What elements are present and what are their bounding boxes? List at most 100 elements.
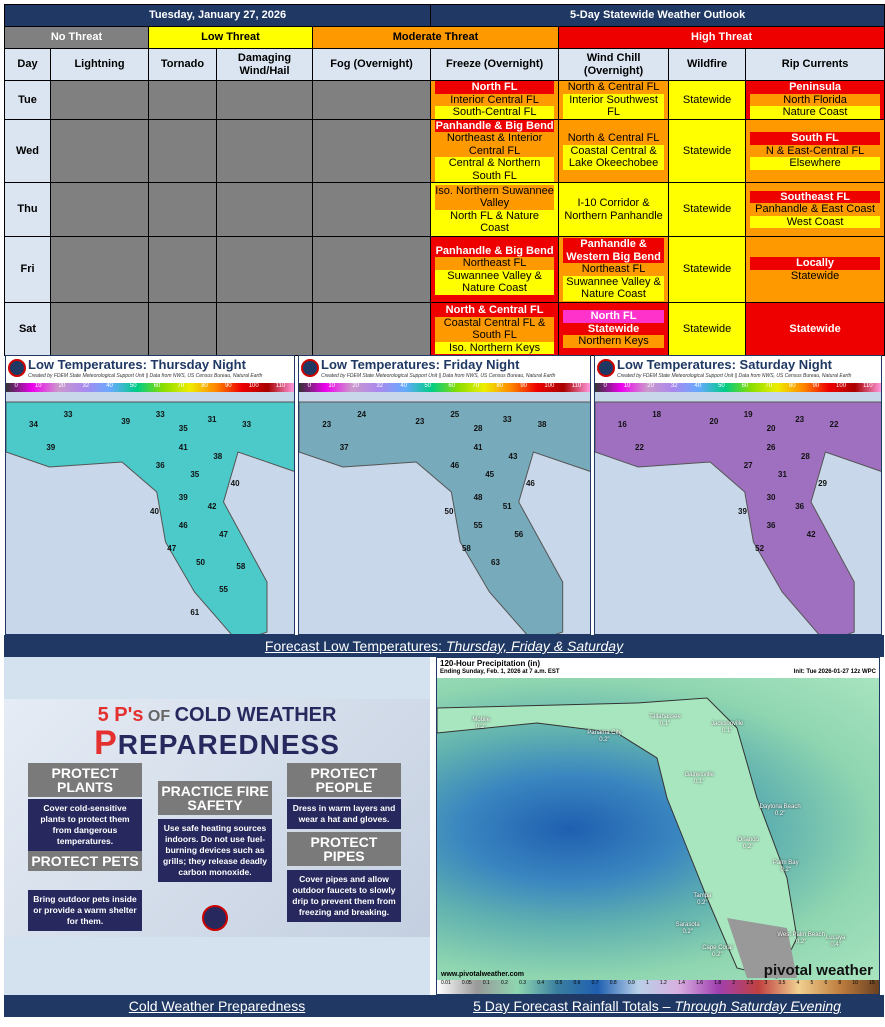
no-threat-cell [148,80,217,120]
scale-tick: 4 [796,980,800,986]
temp-label: 36 [795,502,805,512]
fdem-logo [301,359,319,377]
preparedness-infographic: 5 P's OF COLD WEATHER PREPAREDNESS PROTE… [4,699,430,937]
no-threat-cell [50,182,149,237]
table-row-sat: Sat North & Central FL Coastal Central FL … [4,302,885,356]
scale-tick: 0 [307,383,311,389]
threat-area: Northern Keys [563,335,665,348]
scale-tick: 6 [824,980,828,986]
scale-tick: 50 [424,383,431,389]
threat-cell: Statewide [668,118,747,183]
city-precip: Mobile 0.2" [472,717,490,731]
column-header: Day [4,48,51,81]
city-value: 0.2" [599,737,610,743]
protect-people-heading: PROTECT PEOPLE [287,763,401,797]
threat-area: North FL [563,310,665,323]
temp-label: 42 [207,502,217,512]
threat-area: Peninsula [750,81,881,94]
column-header: Wildfire [668,48,747,81]
temp-label: 34 [29,419,38,429]
day-cell: Wed [4,118,51,183]
scale-tick: 32 [82,383,90,389]
column-headers: Day Lightning Tornado Damaging Wind/Hail Fog… [4,48,885,81]
temperature-scale: 0 10 20 32 40 50 60 70 80 90 100 110 [6,383,294,392]
city-name: Tallahassee [649,714,681,721]
scale-tick: 1.6 [696,980,704,986]
city-precip: Sarasota 0.2" [676,922,700,936]
threat-cell: Statewide [668,236,747,303]
threat-area: Statewide [682,203,732,216]
scale-tick: 0.2 [500,980,508,986]
temp-label: 24 [357,410,367,420]
threat-area: South-Central FL [435,106,555,119]
temp-label: 38 [213,451,223,461]
threat-cell: Panhandle & Big Bend Northeast & Interior… [430,118,560,183]
threat-cell: Statewide [668,302,747,356]
threat-cell: North & Central FL Interior Southwest FL [558,80,670,120]
temp-label: 18 [652,410,662,420]
scale-tick: 8 [838,980,842,986]
threat-area: Statewide [563,322,665,336]
scale-tick: 0.6 [573,980,581,986]
legend-high-threat: High Threat [558,26,885,49]
no-threat-cell [216,182,313,237]
scale-tick: 0.5 [555,980,563,986]
temp-label: 31 [207,415,217,424]
temp-label: 51 [502,502,512,512]
city-name: Cape Coral [702,944,733,951]
threat-area: Nature Coast [750,106,881,119]
preparedness-caption: Cold Weather Preparedness [4,995,430,1017]
no-threat-cell [148,182,217,237]
no-threat-cell [50,236,149,303]
table-row-wed: Wed Panhandle & Big Bend Northeast & Inter… [4,118,885,183]
city-name: Lucaya [825,935,846,942]
fire-safety-text: Use safe heating sources indoors. Do not… [158,819,272,882]
protect-plants-text: Cover cold-sensitive plants to protect t… [28,799,142,851]
precipitation-map: 120-Hour Precipitation (in) Ending Sunda… [436,657,880,995]
protect-pipes-heading: PROTECT PIPES [287,832,401,866]
scale-tick: 1.8 [714,980,722,986]
temp-label: 47 [219,530,229,539]
city-value: 0.2" [774,811,786,818]
threat-area: Interior Central FL [435,93,555,106]
scale-tick: 0 [14,383,18,389]
threat-cell: I-10 Corridor & Northern Panhandle [558,182,670,237]
temp-label: 26 [766,442,776,452]
threat-area: Coastal Central FL & South FL [435,316,555,342]
column-header: Damaging Wind/Hail [216,48,313,81]
city-value: 0.1" [659,721,671,728]
city-name: Daytona Beach [759,804,801,811]
legend-moderate-threat: Moderate Threat [311,26,560,49]
threat-cell: North FL Statewide Northern Keys [558,302,670,356]
temp-label: 45 [485,470,495,480]
temp-label: 42 [806,530,816,539]
threat-cell: Iso. Northern Suwannee Valley North FL & … [430,182,560,237]
city-name: Palm Bay [772,860,799,866]
threat-area: North FL [435,81,555,94]
scale-tick: 90 [520,383,527,389]
temp-label: 19 [743,410,753,420]
city-precip: Tallahassee 0.1" [649,714,681,728]
threat-area: I-10 Corridor & Northern Panhandle [564,197,663,222]
temp-label: 55 [473,520,483,530]
threat-area: Iso. Northern Suwannee Valley [435,184,555,210]
scale-tick: 10 [328,383,335,389]
temp-label: 25 [450,410,460,420]
map-title: Low Temperatures: Saturday Night [617,357,833,372]
city-precip: Cape Coral 0.2" [702,945,732,959]
map-title: Low Temperatures: Friday Night [321,357,520,372]
table-row-thu: Thu Iso. Northern Suwannee Valley North FL… [4,182,885,237]
city-name: Tampa [693,892,712,899]
temp-label: 33 [242,419,252,429]
temp-label: 35 [190,470,200,480]
city-value: 0.4" [830,942,841,949]
city-precip: Jacksonville 0.1" [711,721,743,735]
outlook-title: 5-Day Statewide Weather Outlook [430,4,885,27]
threat-area: N & East-Central FL [750,144,881,157]
threat-area: Suwannee Valley & Nature Coast [563,275,665,301]
temp-label: 46 [525,479,535,489]
city-value: 0.1" [693,778,705,785]
threat-cell: South FL N & East-Central FL Elsewhere [745,118,885,183]
city-value: 0.2" [742,843,754,850]
scale-tick: 110 [862,383,873,389]
